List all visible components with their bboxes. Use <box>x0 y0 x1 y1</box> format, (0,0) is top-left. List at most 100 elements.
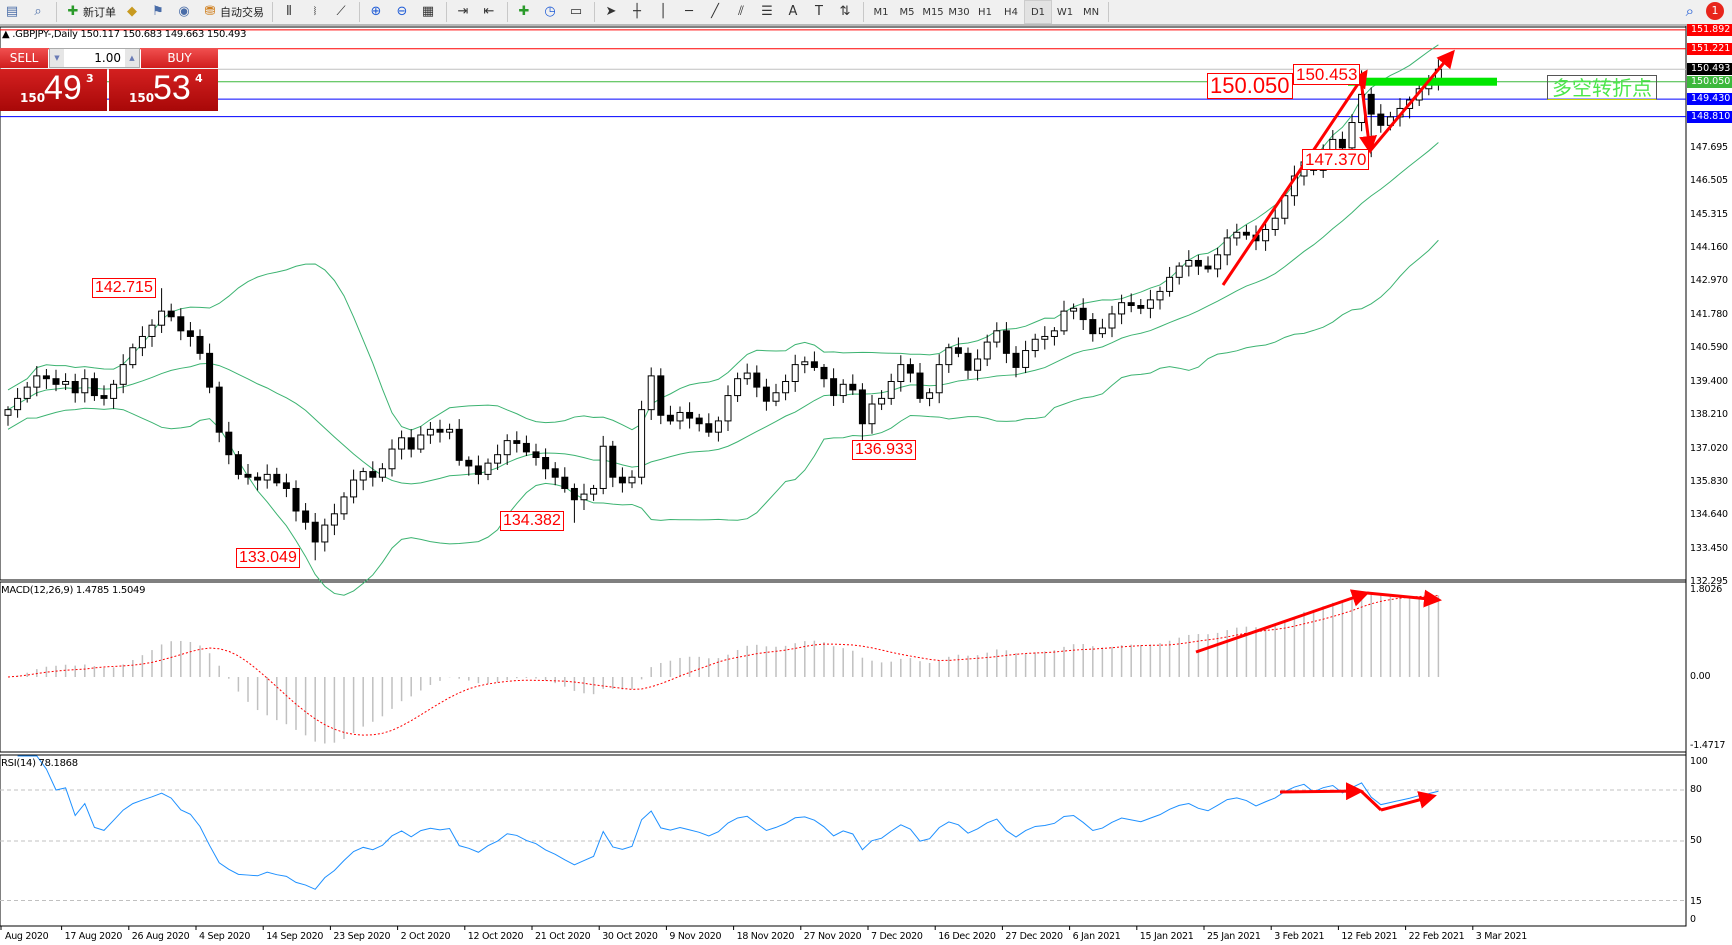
toolbar-button-periods[interactable]: ◷ <box>538 1 564 23</box>
timeframe-h1[interactable]: H1 <box>978 6 992 18</box>
candle-bullish <box>1050 330 1058 337</box>
lot-decrease-button[interactable]: ▼ <box>50 49 64 67</box>
candle-bearish <box>1012 352 1020 368</box>
candle-bullish <box>839 383 847 397</box>
timeframe-m5[interactable]: M5 <box>899 6 915 18</box>
candle-bullish <box>580 493 588 501</box>
sell-price-box[interactable]: 150 49 3 <box>0 69 107 111</box>
candle-bullish <box>1098 327 1106 335</box>
candle-bearish <box>100 395 108 399</box>
trendline-icon: ╱ <box>711 4 719 19</box>
toolbar-button-navigator[interactable]: ⚑ <box>146 1 172 23</box>
toolbar-button-horizontal-line[interactable]: ─ <box>677 1 703 23</box>
price-annotation[interactable]: 133.049 <box>236 548 300 568</box>
candle-bullish <box>378 468 386 478</box>
price-annotation[interactable]: 150.050 <box>1207 73 1293 99</box>
buy-price-box[interactable]: 150 53 4 <box>109 69 218 111</box>
candle-bullish <box>1156 290 1164 301</box>
zoom-in-icon: ⊕ <box>370 4 382 19</box>
timeframe-h4[interactable]: H4 <box>1004 6 1018 18</box>
candle-bearish <box>42 375 50 380</box>
toolbar-button-bar-chart[interactable]: ⫴ <box>277 1 303 23</box>
candle-bullish <box>398 437 406 450</box>
indicators-icon: ✚ <box>518 4 530 19</box>
toolbar-button-auto-scroll[interactable]: ⇥ <box>451 1 477 23</box>
toolbar-button-indicators[interactable]: ✚ <box>512 1 538 23</box>
candle-bullish <box>1271 217 1279 230</box>
timeframe-m30[interactable]: M30 <box>948 6 970 18</box>
date-axis-label: 7 Dec 2020 <box>871 931 923 942</box>
price-annotation[interactable]: 150.453 <box>1293 64 1361 85</box>
candle-bearish <box>292 487 300 512</box>
timeframe-m1[interactable]: M1 <box>873 6 889 18</box>
red-trend-arrow <box>1380 791 1437 812</box>
candle-bearish <box>849 383 857 391</box>
profiles-icon: ▤ <box>5 4 19 19</box>
chart-canvas[interactable] <box>0 26 1732 945</box>
lot-size-input[interactable]: ▼ 1.00 ▲ <box>49 48 140 68</box>
toolbar-button-zoom-window[interactable]: ⌕ <box>26 1 52 23</box>
toolbar-button-text-label[interactable]: T <box>807 1 833 23</box>
candle-bullish <box>1108 313 1116 329</box>
price-axis-label: 138.210 <box>1690 409 1728 420</box>
price-axis-label: 133.450 <box>1690 542 1728 554</box>
candle-bearish <box>302 510 310 523</box>
toolbar-button-auto-trading[interactable]: ⛃ 自动交易 <box>198 1 268 23</box>
price-annotation[interactable]: 147.370 <box>1302 149 1370 170</box>
toolbar-button-arrows[interactable]: ⇅ <box>833 1 859 23</box>
lot-size-value[interactable]: 1.00 <box>94 51 121 65</box>
candle-bullish <box>676 411 684 422</box>
toolbar-button-zoom-out[interactable]: ⊖ <box>390 1 416 23</box>
sell-button[interactable]: SELL <box>0 48 48 68</box>
line-chart-icon: ⟋ <box>336 4 346 19</box>
candle-bullish <box>484 462 492 475</box>
toolbar-button-fibonacci[interactable]: ☰ <box>755 1 781 23</box>
toolbar-button-chart-shift[interactable]: ⇤ <box>477 1 503 23</box>
timeframe-m15[interactable]: M15 <box>922 6 944 18</box>
price-annotation[interactable]: 134.382 <box>500 511 564 531</box>
date-axis-label: 25 Jan 2021 <box>1207 931 1261 942</box>
candle-bullish <box>426 428 434 436</box>
auto-scroll-icon: ⇥ <box>457 4 469 19</box>
toolbar-button-templates[interactable]: ▭ <box>564 1 590 23</box>
pivot-point-label[interactable]: 多空转折点 <box>1547 75 1657 100</box>
timeframe-mn[interactable]: MN <box>1082 6 1100 18</box>
candle-bearish <box>906 364 914 374</box>
candle-bearish <box>830 378 838 397</box>
toolbar-button-text[interactable]: A <box>781 1 807 23</box>
toolbar-button-cursor[interactable]: ➤ <box>599 1 625 23</box>
price-annotation[interactable]: 136.933 <box>852 440 916 460</box>
sell-price-prefix: 150 <box>20 91 46 105</box>
price-annotation[interactable]: 142.715 <box>92 278 156 298</box>
buy-button[interactable]: BUY <box>141 48 218 68</box>
toolbar-button-trendline[interactable]: ╱ <box>703 1 729 23</box>
toolbar-button-vertical-line[interactable]: │ <box>651 1 677 23</box>
text-label-icon: T <box>815 4 823 19</box>
toolbar-button-candlestick[interactable]: ⧘ <box>303 1 329 23</box>
toolbar-button-zoom-in[interactable]: ⊕ <box>364 1 390 23</box>
toolbar-button-line-chart[interactable]: ⟋ <box>329 1 355 23</box>
candle-bearish <box>1367 93 1375 115</box>
candle-bearish <box>234 454 242 475</box>
toolbar-button-signals[interactable]: ◉ <box>172 1 198 23</box>
toolbar-button-new-order[interactable]: ✚ 新订单 <box>61 1 120 23</box>
candle-bearish <box>167 310 175 318</box>
price-level-label: 150.050 <box>1687 75 1732 88</box>
price-axis-label: 144.160 <box>1690 241 1728 253</box>
candle-bearish <box>244 473 252 478</box>
toolbar-button-profiles[interactable]: ▤ <box>0 1 26 23</box>
toolbar-button-market-watch[interactable]: ◆ <box>120 1 146 23</box>
toolbar-button-equidistant-channel[interactable]: ⫽ <box>729 1 755 23</box>
one-click-trading-panel: SELL ▼ 1.00 ▲ BUY 150 49 3 150 53 4 <box>0 48 218 111</box>
candle-bearish <box>407 437 415 450</box>
timeframe-w1[interactable]: W1 <box>1056 6 1074 18</box>
lot-increase-button[interactable]: ▲ <box>125 49 139 67</box>
toolbar-button-crosshair[interactable]: ┼ <box>625 1 651 23</box>
alert-badge[interactable]: 1 <box>1706 2 1724 20</box>
toolbar-button-tile-windows[interactable]: ▦ <box>416 1 442 23</box>
candle-bullish <box>1118 302 1126 315</box>
candle-bearish <box>1079 307 1087 321</box>
timeframe-d1[interactable]: D1 <box>1024 0 1052 24</box>
search-icon[interactable]: ⌕ <box>1685 2 1694 20</box>
candle-bullish <box>1185 259 1193 267</box>
